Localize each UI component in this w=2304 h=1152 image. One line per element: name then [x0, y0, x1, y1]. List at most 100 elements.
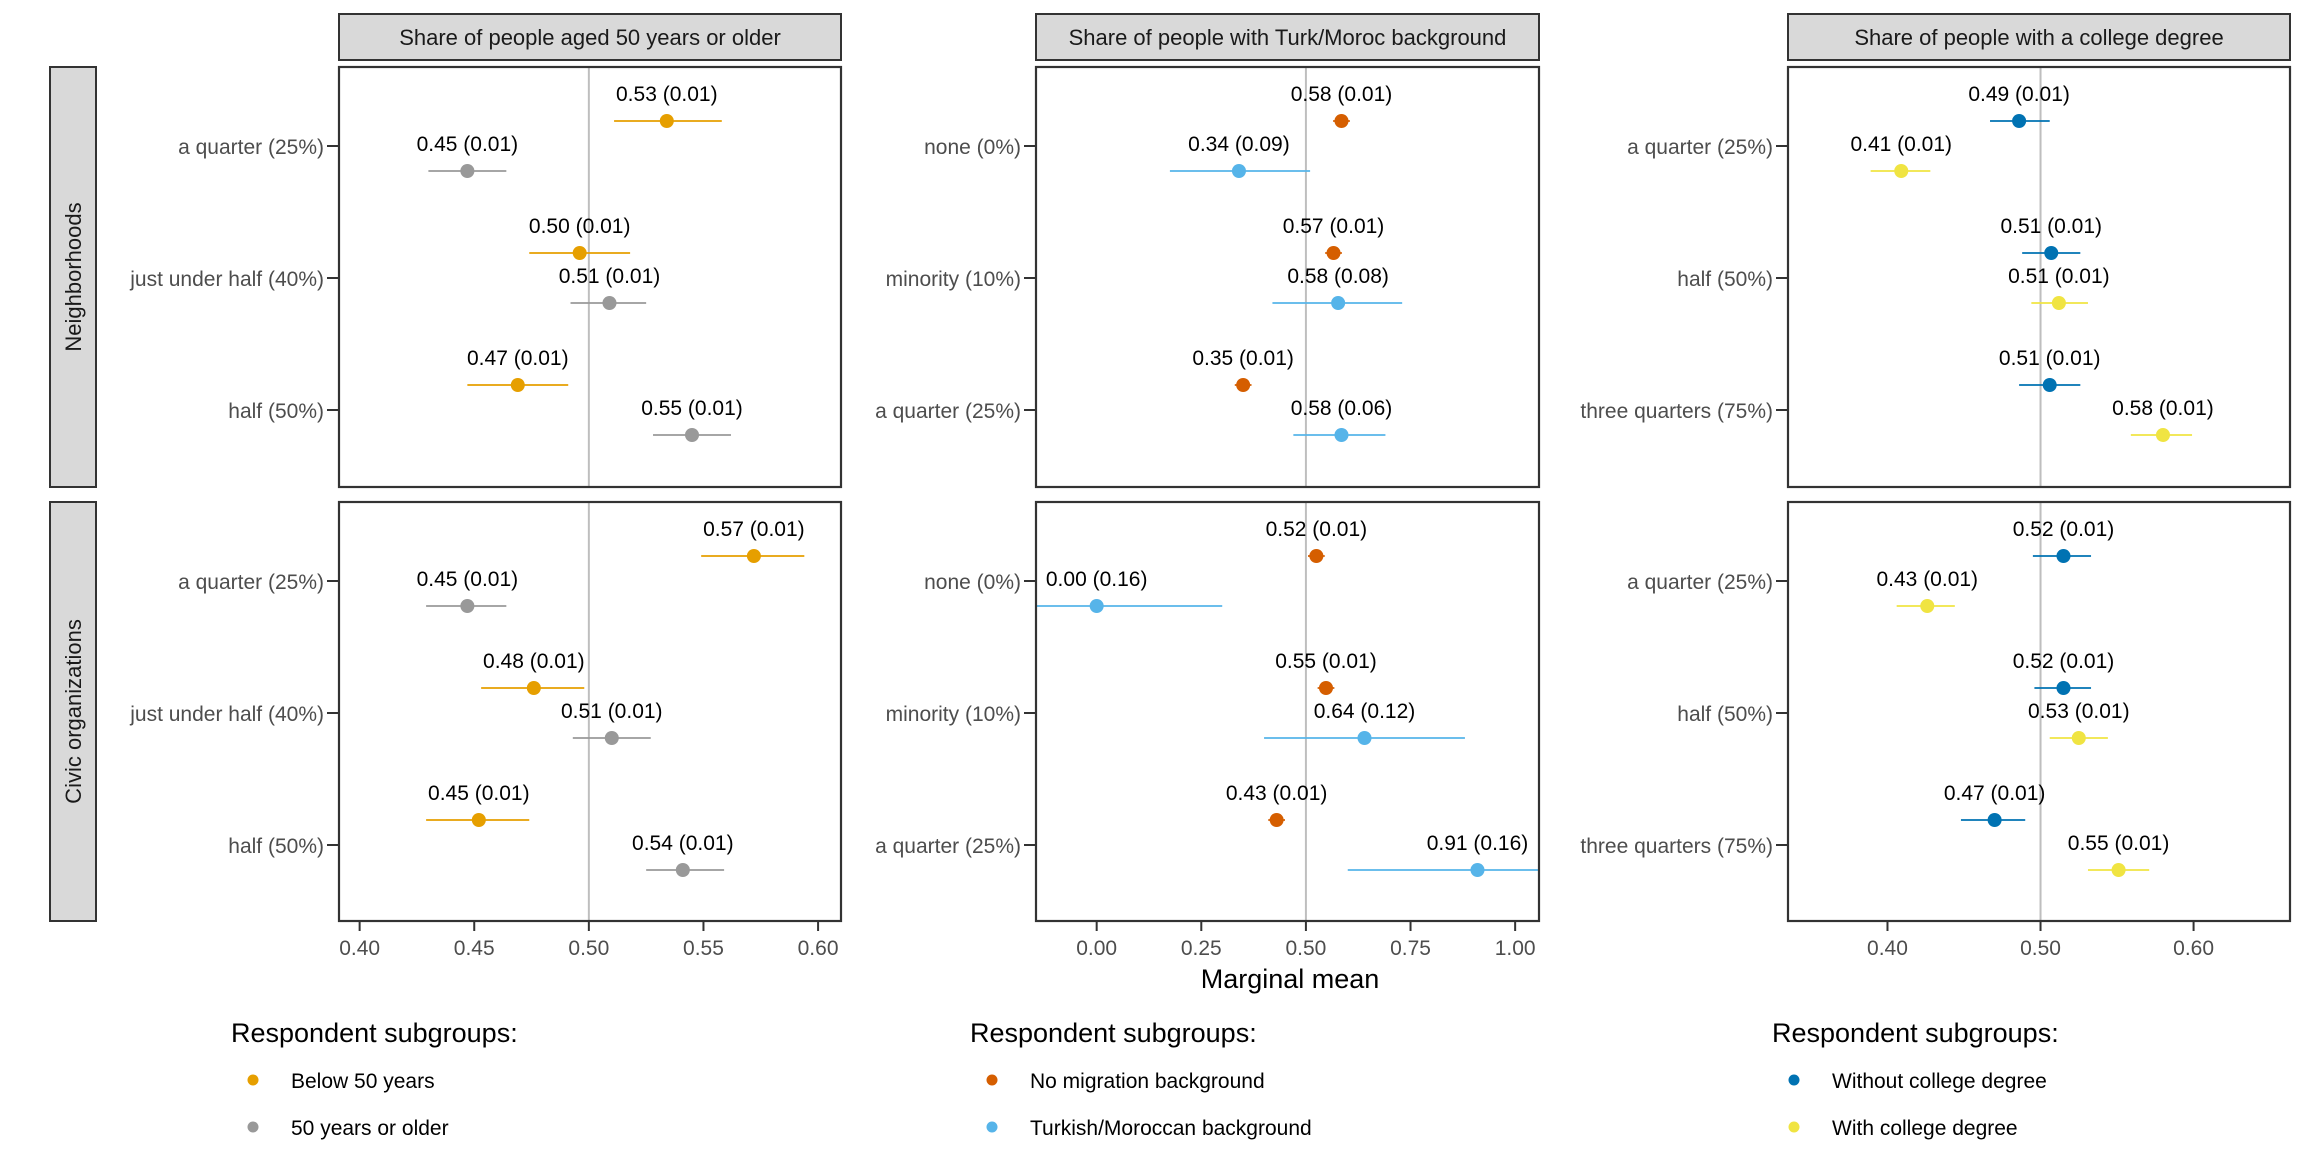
column-strip	[1787, 13, 2291, 61]
row-strip	[49, 501, 97, 922]
point-marker	[1331, 296, 1346, 310]
point-label: 0.47 (0.01)	[1944, 782, 2046, 805]
x-tick-label: 0.45	[454, 937, 495, 960]
y-tick-label: three quarters (75%)	[1580, 400, 1773, 423]
point-label: 0.00 (0.16)	[1046, 568, 1148, 591]
point-marker	[1309, 549, 1324, 563]
point-marker	[460, 599, 475, 613]
y-tick-label: a quarter (25%)	[875, 835, 1021, 858]
point-marker	[2044, 246, 2059, 260]
point-label: 0.53 (0.01)	[2028, 700, 2130, 723]
point-label: 0.58 (0.01)	[2112, 397, 2214, 420]
point-marker	[2111, 863, 2126, 877]
point-marker	[471, 813, 486, 827]
point-label: 0.91 (0.16)	[1427, 832, 1529, 855]
panel-border	[1034, 500, 1541, 923]
point-marker	[604, 731, 619, 745]
point-label: 0.55 (0.01)	[2068, 832, 2170, 855]
x-tick-label: 1.00	[1495, 937, 1536, 960]
y-tick-label: minority (10%)	[886, 268, 1021, 291]
point-marker	[675, 863, 690, 877]
point-label: 0.43 (0.01)	[1226, 782, 1328, 805]
row-strip	[49, 66, 97, 488]
column-strip-title: Share of people aged 50 years or older	[399, 25, 781, 50]
y-tick-label: none (0%)	[924, 136, 1021, 159]
panel-background	[339, 502, 841, 921]
point-label: 0.43 (0.01)	[1876, 568, 1978, 591]
x-tick-label: 0.40	[1867, 937, 1908, 960]
point-label: 0.51 (0.01)	[2000, 215, 2102, 238]
point-label: 0.49 (0.01)	[1968, 83, 2070, 106]
legend-label: Without college degree	[1832, 1070, 2047, 1093]
point-label: 0.45 (0.01)	[417, 133, 519, 156]
x-tick-label: 0.75	[1390, 937, 1431, 960]
point-marker	[510, 378, 525, 392]
facet-panel: 0.57 (0.01) 0.45 (0.01) 0.48 (0.01) 0.51 (0…	[337, 500, 843, 923]
x-tick-label: 0.55	[683, 937, 724, 960]
point-marker	[2056, 549, 2071, 563]
point-label: 0.51 (0.01)	[2008, 265, 2110, 288]
point-label: 0.35 (0.01)	[1192, 347, 1294, 370]
legend-key-dot	[247, 1121, 259, 1133]
point-marker	[460, 164, 475, 178]
row-strip-title: Neighborhoods	[61, 202, 86, 351]
x-tick-label: 0.60	[798, 937, 839, 960]
point-marker	[1987, 813, 2002, 827]
point-marker	[1326, 246, 1341, 260]
point-marker	[1089, 599, 1104, 613]
y-tick-label: none (0%)	[924, 571, 1021, 594]
legend-item: Without college degree	[1788, 1070, 2047, 1093]
legend-item: 50 years or older	[247, 1117, 449, 1140]
point-label: 0.58 (0.08)	[1287, 265, 1389, 288]
column-strip-title: Share of people with Turk/Moroc backgrou…	[1069, 25, 1507, 50]
panel-background	[1788, 67, 2290, 487]
facet-panel: 0.49 (0.01) 0.41 (0.01) 0.51 (0.01) 0.51 (0…	[1786, 65, 2292, 489]
point-marker	[2012, 114, 2027, 128]
column-strip	[1035, 13, 1540, 61]
x-tick-label: 0.50	[568, 937, 609, 960]
legend-key-dot	[1788, 1121, 1800, 1133]
point-label: 0.45 (0.01)	[417, 568, 519, 591]
legend-label: Turkish/Moroccan background	[1030, 1117, 1312, 1140]
point-marker	[1231, 164, 1246, 178]
point-label: 0.57 (0.01)	[1283, 215, 1385, 238]
point-label: 0.51 (0.01)	[561, 700, 663, 723]
x-tick-label: 0.00	[1076, 937, 1117, 960]
point-label: 0.52 (0.01)	[2013, 518, 2115, 541]
legend-item: With college degree	[1788, 1117, 2018, 1140]
legend-key-dot	[986, 1074, 998, 1086]
point-marker	[1334, 114, 1349, 128]
legend-label: Below 50 years	[291, 1070, 435, 1093]
point-label: 0.55 (0.01)	[1275, 650, 1377, 673]
panel-border	[337, 500, 843, 923]
facet-strips: Share of people aged 50 years or older Sh…	[49, 13, 2291, 922]
point-marker	[1236, 378, 1251, 392]
x-axis-title: Marginal mean	[1201, 964, 1380, 994]
axes: a quarter (25%) just under half (40%) half…	[129, 136, 2214, 960]
legend: Respondent subgroups: No migration backgr…	[970, 1018, 1312, 1140]
legend: Respondent subgroups: Below 50 years 50 ye…	[231, 1018, 518, 1140]
point-marker	[1269, 813, 1284, 827]
y-tick-label: minority (10%)	[886, 703, 1021, 726]
column-strip	[338, 13, 842, 61]
point-marker	[1894, 164, 1909, 178]
y-tick-label: just under half (40%)	[129, 268, 324, 291]
point-label: 0.51 (0.01)	[1999, 347, 2101, 370]
facet-panel: 0.53 (0.01) 0.45 (0.01) 0.50 (0.01) 0.51 (0…	[337, 65, 843, 489]
panel-background	[1788, 502, 2290, 921]
y-tick-label: half (50%)	[228, 835, 324, 858]
point-label: 0.51 (0.01)	[559, 265, 661, 288]
point-marker	[572, 246, 587, 260]
legend-item: No migration background	[986, 1070, 1265, 1093]
point-marker	[685, 428, 700, 442]
y-tick-label: three quarters (75%)	[1580, 835, 1773, 858]
facet-panel: 0.52 (0.01) 0.43 (0.01) 0.52 (0.01) 0.53 (0…	[1786, 500, 2292, 923]
legend-key-dot	[1788, 1074, 1800, 1086]
point-label: 0.53 (0.01)	[616, 83, 718, 106]
legend: Respondent subgroups: Without college deg…	[1772, 1018, 2059, 1140]
panel-background	[1036, 67, 1539, 487]
point-marker	[659, 114, 674, 128]
point-marker	[1318, 681, 1333, 695]
y-tick-label: a quarter (25%)	[875, 400, 1021, 423]
